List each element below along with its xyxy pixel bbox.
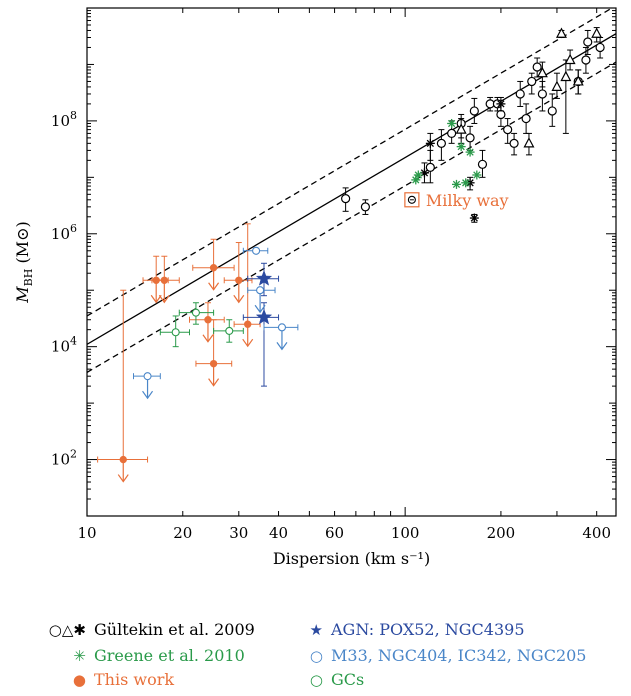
marker-open-circle <box>584 38 592 46</box>
legend-symbol: ○ <box>285 647 323 665</box>
data-point <box>472 170 481 179</box>
marker-dot <box>205 317 211 323</box>
legend-symbol: ○ <box>285 671 323 689</box>
legend-label: M33, NGC404, IC342, NGC205 <box>331 646 586 665</box>
data-point <box>457 142 466 151</box>
marker-open-circle <box>510 139 518 147</box>
legend-entry: ● This work <box>48 670 174 689</box>
legend-entry: ○ M33, NGC404, IC342, NGC205 <box>285 646 586 665</box>
legend-entry: ✳ Greene et al. 2010 <box>48 646 245 665</box>
legend-label: Gültekin et al. 2009 <box>94 620 255 639</box>
y-tick-label: 104 <box>51 335 77 356</box>
legend-symbol: ✳ <box>48 647 86 665</box>
marker-dot <box>161 277 167 283</box>
y-tick-label: 106 <box>51 222 77 243</box>
marker-open-circle <box>466 134 474 142</box>
y-tick-label: 108 <box>51 109 77 130</box>
marker-dot <box>236 277 242 283</box>
legend-label: This work <box>94 670 174 689</box>
data-point <box>447 119 456 128</box>
marker-open-circle <box>596 43 604 51</box>
legend-entry: ○ GCs <box>285 670 364 689</box>
x-tick-label: 40 <box>269 524 288 542</box>
marker-open-circle <box>361 203 369 211</box>
marker-open-circle <box>448 129 456 137</box>
legend-symbol: ● <box>48 671 86 689</box>
legend-label: AGN: POX52, NGC4395 <box>331 620 525 639</box>
legend: ○△✱ Gültekin et al. 2009 ✳ Greene et al. 20… <box>0 610 631 696</box>
x-tick-label: 60 <box>325 524 344 542</box>
marker-small-circle <box>144 373 151 380</box>
marker-open-circle <box>504 126 512 134</box>
marker-open-circle <box>582 56 590 64</box>
marker-small-circle <box>278 324 285 331</box>
marker-open-circle <box>470 107 478 115</box>
data-point <box>470 214 479 223</box>
y-tick-label: 102 <box>51 448 77 469</box>
marker-dot <box>245 321 251 327</box>
scatter-chart: Milky way 10 20 30 40 60 100 200 400 102 104 106 10… <box>0 0 631 610</box>
milky-way-label: Milky way <box>426 191 509 210</box>
legend-label: Greene et al. 2010 <box>94 646 245 665</box>
x-tick-label: 400 <box>582 524 611 542</box>
marker-dot <box>210 360 216 366</box>
marker-open-circle <box>538 90 546 98</box>
data-point <box>452 180 461 189</box>
x-tick-label: 100 <box>391 524 420 542</box>
data-point <box>461 178 470 187</box>
y-axis-label: MBH (M⊙) <box>13 221 35 303</box>
marker-open-circle <box>478 160 486 168</box>
data-point <box>414 170 423 179</box>
marker-dot <box>120 456 126 462</box>
marker-dot <box>210 265 216 271</box>
marker-open-circle <box>516 90 524 98</box>
plot-area <box>87 8 616 516</box>
legend-entry: ★ AGN: POX52, NGC4395 <box>285 620 525 639</box>
marker-small-circle <box>257 287 264 294</box>
marker-open-circle <box>342 195 350 203</box>
legend-symbol: ○△✱ <box>48 621 86 639</box>
marker-open-circle <box>533 63 541 71</box>
marker-small-circle <box>192 309 199 316</box>
marker-small-circle <box>172 329 179 336</box>
marker-open-circle <box>522 115 530 123</box>
x-axis-label: Dispersion (km s⁻¹) <box>273 549 430 568</box>
marker-small-circle <box>226 327 233 334</box>
data-point <box>466 148 475 157</box>
marker-open-circle <box>497 110 505 118</box>
legend-symbol: ★ <box>285 621 323 639</box>
marker-open-circle <box>548 107 556 115</box>
x-tick-label: 30 <box>229 524 248 542</box>
marker-open-circle <box>528 77 536 85</box>
marker-open-circle <box>437 139 445 147</box>
legend-label: GCs <box>331 670 364 689</box>
x-tick-label: 10 <box>77 524 96 542</box>
x-tick-label: 20 <box>173 524 192 542</box>
legend-entry: ○△✱ Gültekin et al. 2009 <box>48 620 255 639</box>
marker-small-circle <box>253 247 260 254</box>
x-tick-label: 200 <box>487 524 516 542</box>
